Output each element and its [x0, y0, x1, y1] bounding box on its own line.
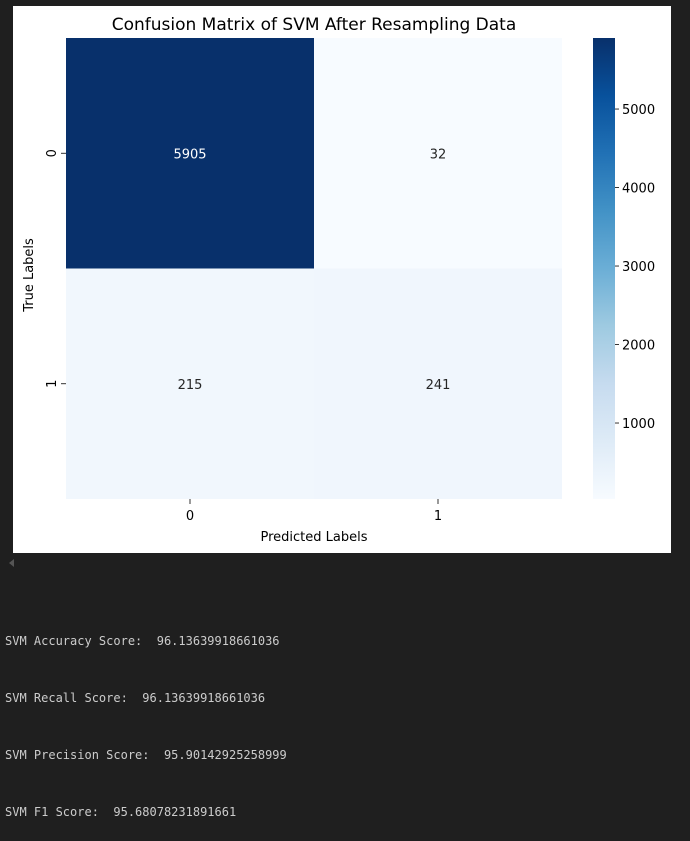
cell-value-label-0-1: 32 [430, 147, 447, 162]
accuracy-score-line: SVM Accuracy Score: 96.13639918661036 [5, 634, 280, 648]
x-axis-label: Predicted Labels [260, 530, 367, 545]
y-tick-label-0: 0 [45, 149, 60, 157]
heatmap-cell-1-0 [66, 268, 314, 499]
x-tick-label-1: 1 [434, 509, 442, 524]
confusion-matrix-figure: Confusion Matrix of SVM After Resampling… [13, 6, 671, 553]
chart-title: Confusion Matrix of SVM After Resampling… [112, 15, 517, 35]
f1-score-line: SVM F1 Score: 95.68078231891661 [5, 805, 237, 819]
colorbar-tick-label-0: 1000 [622, 417, 655, 432]
colorbar-tick-label-1: 2000 [622, 339, 655, 354]
colorbar-tick-label-2: 3000 [622, 260, 655, 275]
y-axis-label: True Labels [22, 238, 37, 313]
precision-score-line: SVM Precision Score: 95.90142925258999 [5, 748, 287, 762]
chevron-left-icon[interactable] [9, 559, 14, 567]
colorbar [593, 38, 615, 499]
cell-value-label-0-0: 5905 [173, 147, 206, 162]
heatmap-cell-0-0 [66, 38, 314, 269]
cell-output: SVM Accuracy Score: 96.13639918661036 SV… [5, 594, 287, 841]
colorbar-tick-label-4: 5000 [622, 103, 655, 118]
cell-value-label-1-1: 241 [426, 378, 451, 393]
heatmap-cell-labels: 5905 32 215 241 [173, 147, 450, 393]
colorbar-ticks: 1000 2000 3000 4000 5000 [615, 103, 655, 432]
y-tick-label-1: 1 [45, 380, 60, 388]
y-axis-ticks: 01 [45, 149, 66, 388]
x-tick-label-0: 0 [186, 509, 194, 524]
heatmap-cell-1-1 [314, 268, 562, 499]
confusion-matrix-heatmap: Confusion Matrix of SVM After Resampling… [22, 15, 655, 545]
cell-value-label-1-0: 215 [178, 378, 203, 393]
heatmap-cell-0-1 [314, 38, 562, 269]
colorbar-tick-label-3: 4000 [622, 182, 655, 197]
recall-score-line: SVM Recall Score: 96.13639918661036 [5, 691, 266, 705]
heatmap-cells [66, 38, 562, 499]
